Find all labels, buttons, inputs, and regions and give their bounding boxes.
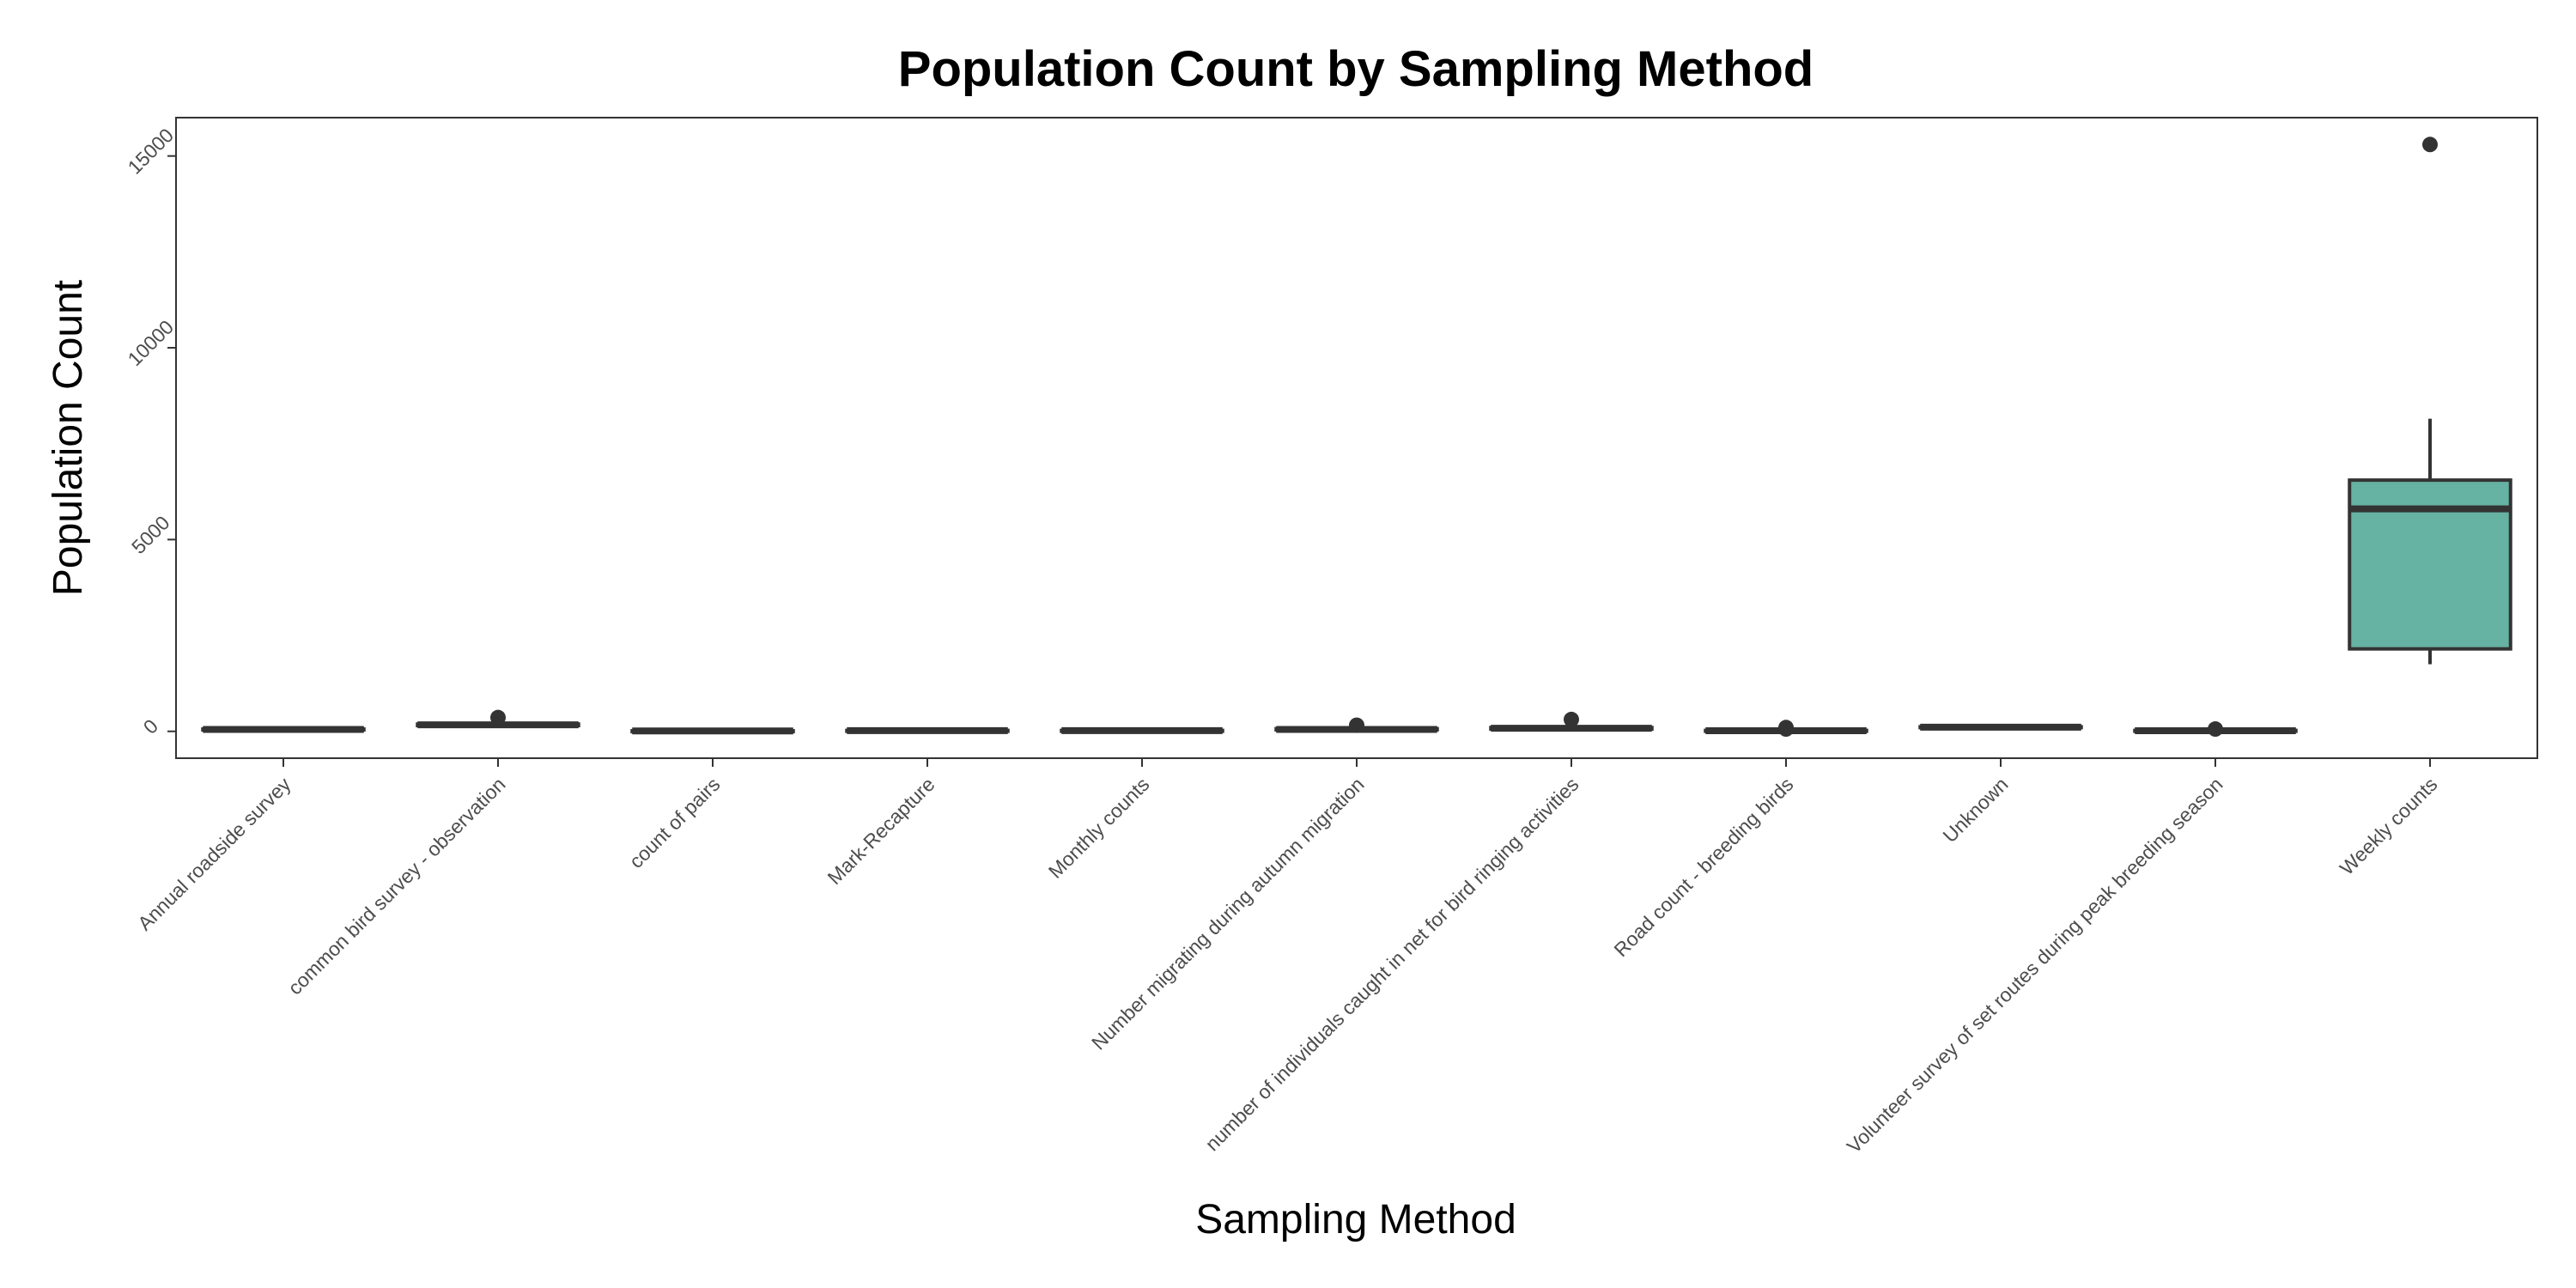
x-tick-label: Road count - breeding birds <box>1609 773 1797 961</box>
box-group <box>2348 137 2512 665</box>
x-axis-title: Sampling Method <box>1195 1197 1516 1242</box>
outlier-point <box>1349 717 1364 733</box>
box-body <box>2348 478 2512 651</box>
box-group <box>201 726 366 733</box>
y-axis: 0 5000 10000 15000 <box>124 124 179 738</box>
outlier-point <box>490 709 506 726</box>
box-group <box>1060 726 1224 734</box>
box-group <box>416 709 580 729</box>
box-group <box>1489 711 1654 732</box>
y-tick-label: 15000 <box>124 124 179 179</box>
x-tick-label: Monthly counts <box>1044 773 1154 883</box>
y-tick-label: 5000 <box>127 511 174 558</box>
box-group <box>1274 717 1439 733</box>
x-tick-label: Unknown <box>1938 773 2012 847</box>
x-tick-label: count of pairs <box>625 773 725 872</box>
box-group <box>845 726 1010 734</box>
outlier-point <box>1564 711 1579 727</box>
outlier-point <box>2422 137 2438 153</box>
box-group <box>2133 721 2298 738</box>
x-tick-label: common bird survey - observation <box>283 773 509 999</box>
x-tick-label: Number migrating during autumn migration <box>1087 773 1369 1054</box>
y-tick-label: 10000 <box>124 316 179 371</box>
y-axis-title: Population Count <box>46 280 91 596</box>
box-group <box>1918 723 2083 731</box>
chart-title: Population Count by Sampling Method <box>898 41 1814 97</box>
box-group <box>630 727 795 735</box>
y-tick-label: 0 <box>139 714 162 738</box>
plot-panel <box>175 117 2538 759</box>
box-group <box>1704 720 1868 738</box>
x-tick-label: Annual roadside survey <box>133 773 295 935</box>
x-tick-label: number of individuals caught in net for … <box>1200 773 1583 1155</box>
x-tick-label: Weekly counts <box>2336 773 2442 879</box>
x-tick-label: Mark-Recapture <box>823 773 939 889</box>
boxes <box>201 137 2512 738</box>
x-tick-label: Volunteer survey of set routes during pe… <box>1843 773 2227 1157</box>
outlier-point <box>2208 721 2223 738</box>
outlier-point <box>1778 720 1794 736</box>
